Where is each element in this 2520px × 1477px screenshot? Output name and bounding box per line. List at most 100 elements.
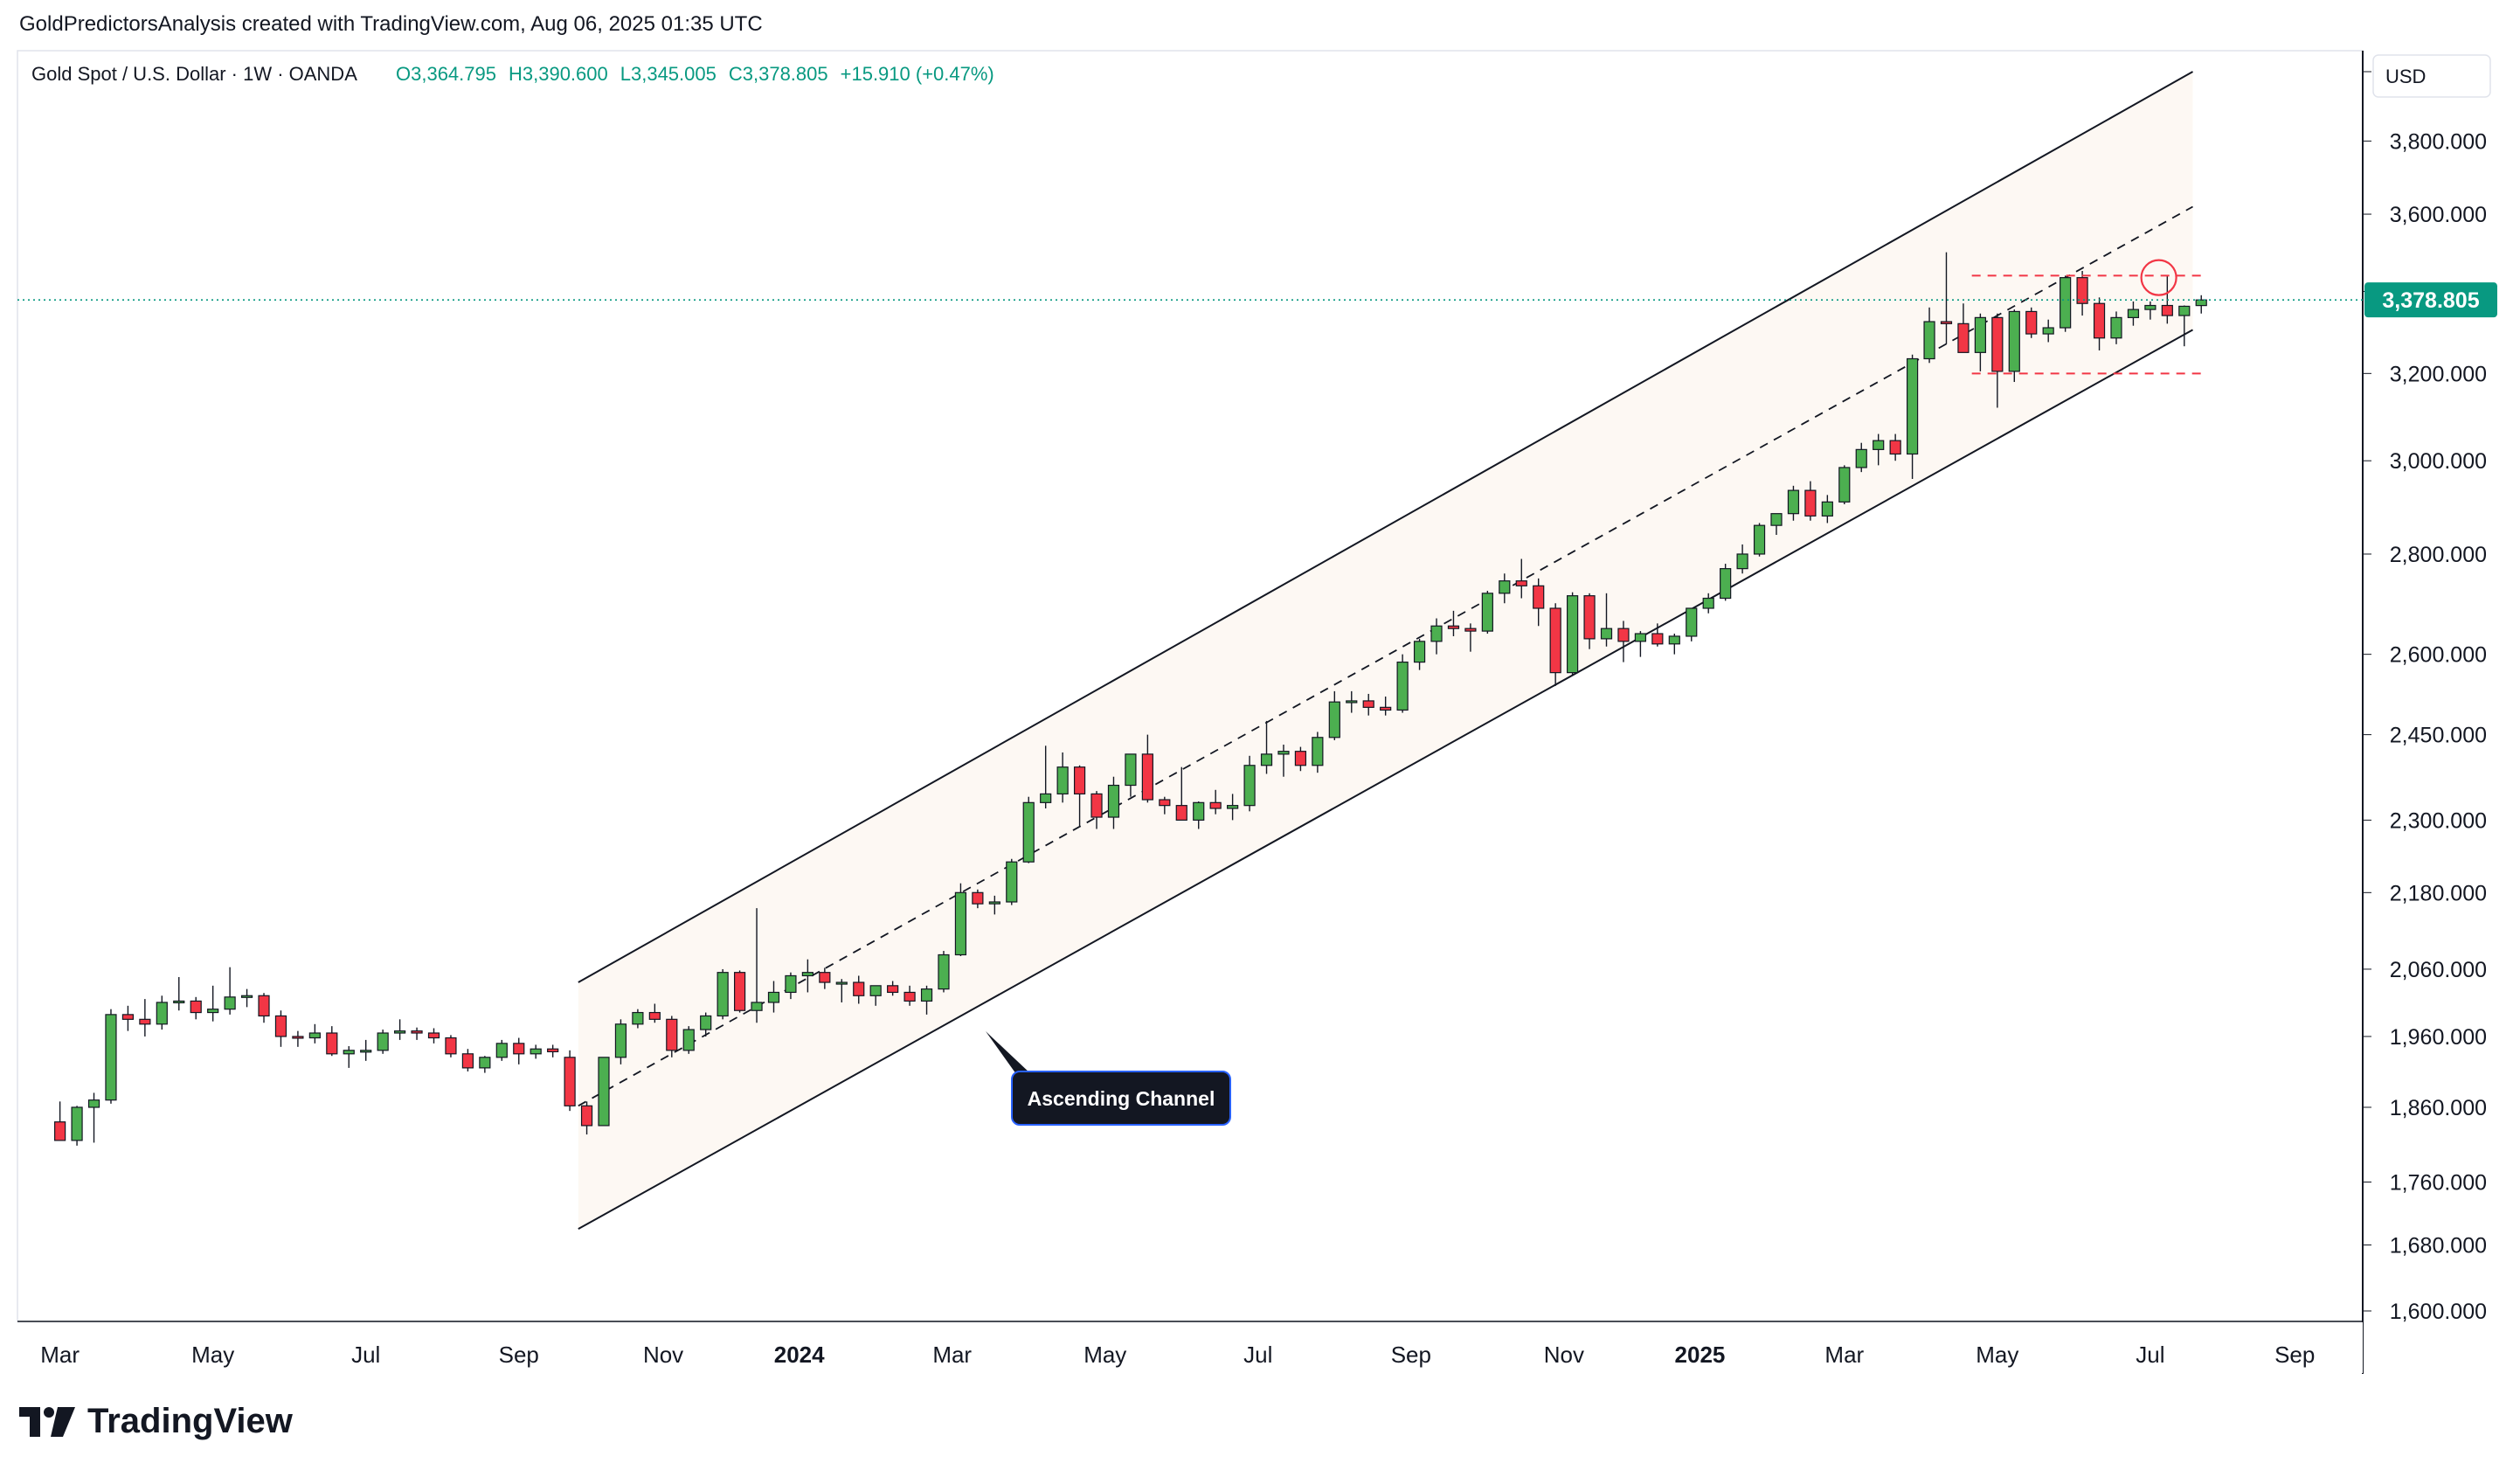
- time-tick-label: Nov: [1544, 1342, 1584, 1368]
- callout-label: Ascending Channel: [1028, 1087, 1215, 1110]
- candle-body: [1209, 801, 1222, 809]
- time-scale[interactable]: [17, 1322, 2363, 1373]
- price-tick-label: 2,450.000: [2390, 724, 2487, 748]
- candle-body: [1940, 321, 1953, 324]
- candle-body: [1770, 513, 1783, 526]
- candle-body: [2195, 299, 2207, 307]
- candle-body: [1906, 357, 1919, 455]
- candle-body: [1634, 633, 1647, 642]
- candle-body: [2161, 304, 2173, 316]
- candle-body: [71, 1106, 83, 1141]
- candle-body: [1686, 607, 1698, 637]
- candle-body: [1328, 701, 1340, 738]
- candle-body: [2093, 302, 2106, 339]
- candle-body: [1159, 799, 1171, 807]
- candle-body: [495, 1043, 508, 1058]
- time-tick-label: Sep: [2274, 1342, 2315, 1368]
- candle-body: [2060, 277, 2072, 329]
- candle-body: [190, 1000, 202, 1014]
- candle-body: [819, 972, 831, 983]
- currency-button[interactable]: USD: [2372, 54, 2491, 98]
- legend-open: O3,364.795: [396, 63, 496, 85]
- candle-body: [751, 1002, 763, 1011]
- candle-body: [2076, 277, 2088, 304]
- candle-body: [938, 953, 950, 990]
- candle-body: [1312, 737, 1324, 766]
- legend-symbol: Gold Spot / U.S. Dollar · 1W · OANDA: [31, 63, 357, 85]
- candle-body: [1617, 628, 1630, 642]
- legend-low: L3,345.005: [620, 63, 717, 85]
- ascending-channel-callout[interactable]: Ascending Channel: [986, 1031, 1231, 1126]
- candle-body: [2025, 310, 2038, 335]
- candle-body: [308, 1032, 321, 1039]
- candle-body: [682, 1029, 695, 1051]
- legend-high: H3,390.600: [509, 63, 608, 85]
- time-tick-label: 2025: [1675, 1342, 1726, 1368]
- candle-body: [479, 1057, 491, 1069]
- candle-body: [461, 1053, 474, 1069]
- time-tick-label: Sep: [499, 1342, 539, 1368]
- candle-body: [1413, 641, 1426, 663]
- time-tick-label: Jul: [2136, 1342, 2164, 1368]
- time-tick-label: May: [1976, 1342, 2018, 1368]
- candle-body: [139, 1018, 151, 1025]
- price-tick-label: 3,200.000: [2390, 362, 2487, 386]
- candle-body: [121, 1014, 135, 1020]
- candle-body: [1855, 448, 1867, 468]
- time-tick-label: 2024: [774, 1342, 825, 1368]
- time-tick-label: May: [191, 1342, 234, 1368]
- tradingview-branding[interactable]: TradingView: [19, 1402, 293, 1441]
- time-tick-label: Sep: [1391, 1342, 1431, 1368]
- candle-body: [1022, 801, 1035, 863]
- candle-body: [1243, 765, 1256, 807]
- candle-body: [326, 1032, 338, 1055]
- candle-body: [1702, 597, 1714, 609]
- candle-body: [1056, 766, 1069, 795]
- candle-body: [614, 1023, 627, 1058]
- candle-body: [1923, 321, 1935, 360]
- candle-body: [1991, 316, 2004, 372]
- candle-body: [274, 1015, 287, 1037]
- candle-body: [1533, 585, 1545, 609]
- currency-label: USD: [2385, 66, 2426, 87]
- candle-body: [1294, 751, 1307, 766]
- candle-body: [598, 1057, 610, 1127]
- candle-body: [411, 1030, 423, 1034]
- channel-lower-line: [578, 329, 2193, 1231]
- candle-body: [2110, 316, 2122, 339]
- candle-body: [173, 1000, 185, 1004]
- candle-body: [1651, 633, 1664, 645]
- candle-body: [1193, 801, 1205, 821]
- price-tick-label: 1,960.000: [2390, 1025, 2487, 1050]
- price-tick-label: 1,860.000: [2390, 1096, 2487, 1120]
- candle-body: [1006, 861, 1018, 903]
- candle-body: [343, 1050, 355, 1055]
- price-scale[interactable]: [2364, 51, 2502, 1321]
- candle-body: [224, 996, 236, 1010]
- candle-body: [2144, 304, 2157, 310]
- time-tick-label: May: [1083, 1342, 1126, 1368]
- candle-body: [1600, 628, 1613, 640]
- candle-body: [445, 1037, 457, 1055]
- time-tick-label: Jul: [351, 1342, 380, 1368]
- candle-body: [1464, 628, 1477, 632]
- candlestick-series: [54, 252, 2207, 1146]
- candle-body: [1277, 751, 1290, 755]
- candle-body: [1668, 635, 1680, 645]
- candle-body: [1141, 753, 1153, 801]
- candle-body: [1753, 524, 1766, 555]
- candle-body: [1873, 440, 1885, 450]
- price-tick-label: 3,600.000: [2390, 203, 2487, 227]
- ascending-channel[interactable]: [578, 71, 2193, 1231]
- time-axis-labels: Mar May Jul Sep Nov 2024 Mar May Jul Sep Nov 2025 Ma…: [40, 1342, 2315, 1368]
- candle-body: [801, 972, 813, 977]
- candle-body: [1227, 805, 1239, 809]
- time-tick-label: Mar: [932, 1342, 972, 1368]
- snapshot-credit: GoldPredictorsAnalysis created with Trad…: [19, 12, 763, 36]
- candle-body: [1362, 700, 1374, 708]
- candle-body: [1499, 580, 1511, 594]
- candle-body: [2178, 305, 2191, 316]
- last-price-label: 3,378.805: [2364, 282, 2497, 318]
- candle-body: [853, 981, 865, 996]
